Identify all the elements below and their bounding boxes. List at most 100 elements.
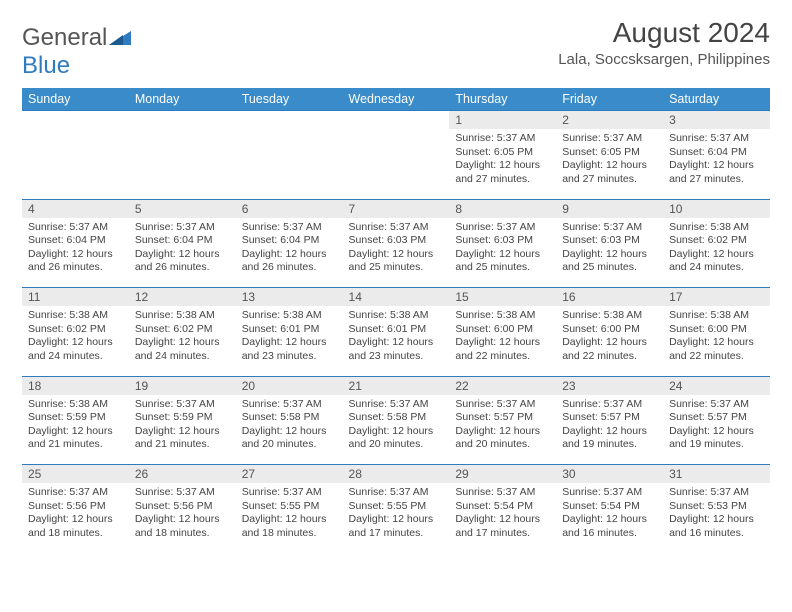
sunrise-line: Sunrise: 5:37 AM [562, 221, 657, 235]
day-detail-cell: Sunrise: 5:38 AMSunset: 6:00 PMDaylight:… [556, 306, 663, 376]
sunset-line: Sunset: 6:04 PM [135, 234, 230, 248]
day-detail-cell: Sunrise: 5:37 AMSunset: 6:04 PMDaylight:… [22, 218, 129, 288]
day-number-cell: 6 [236, 199, 343, 218]
day-detail-cell: Sunrise: 5:37 AMSunset: 6:04 PMDaylight:… [236, 218, 343, 288]
day-number-cell: 3 [663, 111, 770, 130]
day-number-cell: 23 [556, 376, 663, 395]
day-detail-cell [343, 129, 450, 199]
sunset-line: Sunset: 6:03 PM [455, 234, 550, 248]
sunset-line: Sunset: 5:55 PM [349, 500, 444, 514]
day-detail-cell [22, 129, 129, 199]
daylight-line: Daylight: 12 hours and 18 minutes. [28, 513, 123, 540]
sunrise-line: Sunrise: 5:38 AM [135, 309, 230, 323]
sunrise-line: Sunrise: 5:37 AM [242, 398, 337, 412]
brand-logo: GeneralBlue [22, 18, 131, 80]
daylight-line: Daylight: 12 hours and 27 minutes. [562, 159, 657, 186]
dayname-wed: Wednesday [343, 88, 450, 111]
dayname-sun: Sunday [22, 88, 129, 111]
day-number-cell [129, 111, 236, 130]
day-detail-cell: Sunrise: 5:37 AMSunset: 5:58 PMDaylight:… [343, 395, 450, 465]
day-detail-cell: Sunrise: 5:37 AMSunset: 6:05 PMDaylight:… [449, 129, 556, 199]
day-detail-cell: Sunrise: 5:37 AMSunset: 5:57 PMDaylight:… [663, 395, 770, 465]
sunrise-line: Sunrise: 5:38 AM [669, 221, 764, 235]
sunrise-line: Sunrise: 5:37 AM [349, 486, 444, 500]
brand-blue: Blue [22, 52, 70, 79]
daylight-line: Daylight: 12 hours and 20 minutes. [349, 425, 444, 452]
day-number-cell: 28 [343, 465, 450, 484]
detail-row: Sunrise: 5:38 AMSunset: 6:02 PMDaylight:… [22, 306, 770, 376]
sunrise-line: Sunrise: 5:37 AM [349, 398, 444, 412]
daylight-line: Daylight: 12 hours and 22 minutes. [455, 336, 550, 363]
sunrise-line: Sunrise: 5:37 AM [562, 132, 657, 146]
detail-row: Sunrise: 5:37 AMSunset: 5:56 PMDaylight:… [22, 483, 770, 553]
daylight-line: Daylight: 12 hours and 17 minutes. [349, 513, 444, 540]
daylight-line: Daylight: 12 hours and 19 minutes. [562, 425, 657, 452]
daylight-line: Daylight: 12 hours and 19 minutes. [669, 425, 764, 452]
day-number-cell [236, 111, 343, 130]
day-number-cell: 16 [556, 288, 663, 307]
day-number-cell: 30 [556, 465, 663, 484]
dayname-fri: Friday [556, 88, 663, 111]
day-detail-cell: Sunrise: 5:38 AMSunset: 6:02 PMDaylight:… [129, 306, 236, 376]
daynum-row: 11121314151617 [22, 288, 770, 307]
sunset-line: Sunset: 6:00 PM [562, 323, 657, 337]
day-number-cell: 18 [22, 376, 129, 395]
daylight-line: Daylight: 12 hours and 27 minutes. [455, 159, 550, 186]
sunset-line: Sunset: 6:04 PM [669, 146, 764, 160]
daylight-line: Daylight: 12 hours and 26 minutes. [28, 248, 123, 275]
daylight-line: Daylight: 12 hours and 24 minutes. [669, 248, 764, 275]
daylight-line: Daylight: 12 hours and 18 minutes. [135, 513, 230, 540]
sunset-line: Sunset: 5:57 PM [669, 411, 764, 425]
sunrise-line: Sunrise: 5:38 AM [28, 309, 123, 323]
day-detail-cell: Sunrise: 5:37 AMSunset: 5:56 PMDaylight:… [22, 483, 129, 553]
sunset-line: Sunset: 5:54 PM [562, 500, 657, 514]
sunrise-line: Sunrise: 5:37 AM [242, 486, 337, 500]
daylight-line: Daylight: 12 hours and 25 minutes. [455, 248, 550, 275]
daylight-line: Daylight: 12 hours and 20 minutes. [242, 425, 337, 452]
day-detail-cell: Sunrise: 5:37 AMSunset: 5:56 PMDaylight:… [129, 483, 236, 553]
day-number-cell: 1 [449, 111, 556, 130]
sunset-line: Sunset: 6:02 PM [135, 323, 230, 337]
day-detail-cell: Sunrise: 5:37 AMSunset: 6:05 PMDaylight:… [556, 129, 663, 199]
sunrise-line: Sunrise: 5:37 AM [455, 398, 550, 412]
day-number-cell: 4 [22, 199, 129, 218]
sunset-line: Sunset: 6:02 PM [28, 323, 123, 337]
sunset-line: Sunset: 5:57 PM [455, 411, 550, 425]
day-number-cell: 19 [129, 376, 236, 395]
sunrise-line: Sunrise: 5:37 AM [455, 486, 550, 500]
day-number-cell: 22 [449, 376, 556, 395]
daylight-line: Daylight: 12 hours and 18 minutes. [242, 513, 337, 540]
day-detail-cell: Sunrise: 5:38 AMSunset: 6:00 PMDaylight:… [663, 306, 770, 376]
sunrise-line: Sunrise: 5:37 AM [669, 486, 764, 500]
day-number-cell: 20 [236, 376, 343, 395]
daylight-line: Daylight: 12 hours and 24 minutes. [135, 336, 230, 363]
sunrise-line: Sunrise: 5:37 AM [135, 398, 230, 412]
daylight-line: Daylight: 12 hours and 21 minutes. [135, 425, 230, 452]
daylight-line: Daylight: 12 hours and 26 minutes. [135, 248, 230, 275]
calendar-table: Sunday Monday Tuesday Wednesday Thursday… [22, 88, 770, 553]
day-detail-cell: Sunrise: 5:37 AMSunset: 5:58 PMDaylight:… [236, 395, 343, 465]
daynum-row: 123 [22, 111, 770, 130]
day-number-cell: 27 [236, 465, 343, 484]
sunset-line: Sunset: 5:55 PM [242, 500, 337, 514]
daylight-line: Daylight: 12 hours and 21 minutes. [28, 425, 123, 452]
day-number-cell: 7 [343, 199, 450, 218]
triangle-icon [109, 24, 131, 52]
daylight-line: Daylight: 12 hours and 22 minutes. [669, 336, 764, 363]
day-detail-cell: Sunrise: 5:37 AMSunset: 6:04 PMDaylight:… [129, 218, 236, 288]
day-number-cell: 10 [663, 199, 770, 218]
day-detail-cell: Sunrise: 5:37 AMSunset: 5:53 PMDaylight:… [663, 483, 770, 553]
sunrise-line: Sunrise: 5:37 AM [242, 221, 337, 235]
daylight-line: Daylight: 12 hours and 25 minutes. [562, 248, 657, 275]
dayname-row: Sunday Monday Tuesday Wednesday Thursday… [22, 88, 770, 111]
sunrise-line: Sunrise: 5:38 AM [242, 309, 337, 323]
daylight-line: Daylight: 12 hours and 23 minutes. [349, 336, 444, 363]
sunset-line: Sunset: 6:00 PM [669, 323, 764, 337]
day-detail-cell: Sunrise: 5:37 AMSunset: 5:55 PMDaylight:… [236, 483, 343, 553]
month-title: August 2024 [558, 18, 770, 49]
day-number-cell: 25 [22, 465, 129, 484]
sunset-line: Sunset: 5:59 PM [135, 411, 230, 425]
sunset-line: Sunset: 5:58 PM [349, 411, 444, 425]
sunset-line: Sunset: 6:05 PM [562, 146, 657, 160]
dayname-mon: Monday [129, 88, 236, 111]
